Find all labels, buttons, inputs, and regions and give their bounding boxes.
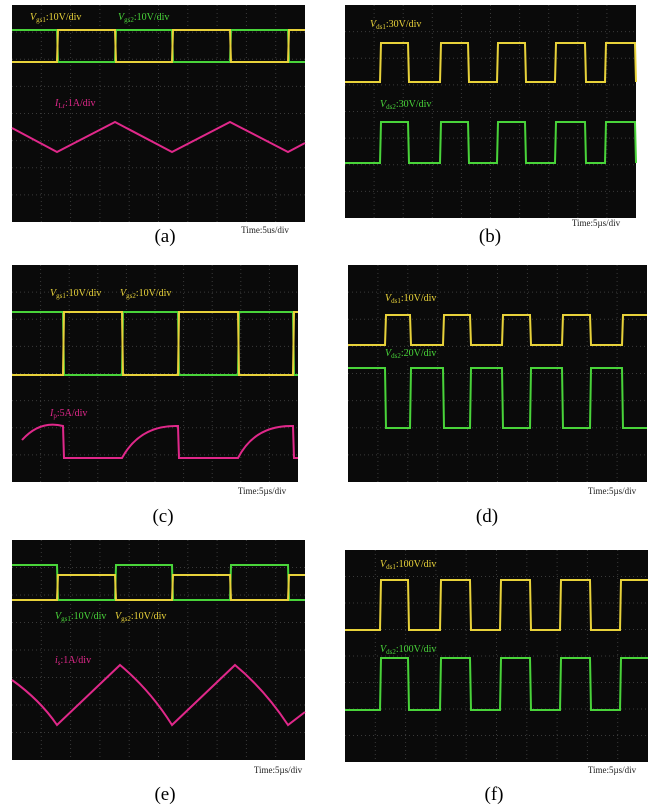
scale: :100V/div — [396, 644, 437, 655]
scale: :10V/div — [66, 288, 102, 299]
scale: :30V/div — [396, 99, 432, 110]
subscript: gs2 — [121, 615, 131, 623]
time-scale: Time:5µs/div — [588, 765, 637, 775]
subscript: ds2 — [391, 352, 401, 360]
time-scale: Time:5µs/div — [572, 218, 621, 228]
caption: (e) — [154, 784, 175, 805]
subscript: gs2 — [124, 16, 134, 24]
scale: :10V/div — [46, 12, 82, 23]
scale: :10V/div — [136, 288, 172, 299]
scale: :10V/div — [71, 611, 107, 622]
time-scale: Time:5us/div — [241, 225, 289, 235]
time-scale: Time:5µs/div — [588, 486, 637, 496]
subscript: ds1 — [376, 23, 386, 31]
subscript: ds2 — [386, 103, 396, 111]
channel-label: is:1A/div — [55, 655, 91, 667]
scale: :10V/div — [131, 611, 167, 622]
subscript: gs1 — [61, 615, 71, 623]
caption: (d) — [476, 506, 498, 527]
scope-screen — [345, 5, 636, 218]
scale: :1A/div — [65, 98, 96, 109]
time-scale: Time:5µs/div — [254, 765, 303, 775]
caption: (a) — [154, 226, 175, 247]
scope-panel: Vds1:100V/divVds2:100V/divTime:5µs/div(f… — [345, 550, 648, 805]
scale: :30V/div — [386, 19, 422, 30]
subscript: gs1 — [56, 292, 66, 300]
scale: :10V/div — [401, 293, 437, 304]
scale: :20V/div — [401, 348, 437, 359]
time-scale: Time:5µs/div — [238, 486, 287, 496]
scale: :100V/div — [396, 559, 437, 570]
scale: :1A/div — [61, 655, 92, 666]
caption: (b) — [479, 226, 501, 247]
scale: :5A/div — [57, 408, 88, 419]
subscript: ds1 — [391, 297, 401, 305]
caption: (f) — [485, 784, 504, 805]
caption: (c) — [152, 506, 173, 527]
subscript: ds1 — [386, 563, 396, 571]
scale: :10V/div — [134, 12, 170, 23]
figure: Vgs1:10V/divVgs2:10V/divILr:1A/divTime:5… — [0, 0, 653, 810]
subscript: gs1 — [36, 16, 46, 24]
subscript: gs2 — [126, 292, 136, 300]
subscript: ds2 — [386, 648, 396, 656]
